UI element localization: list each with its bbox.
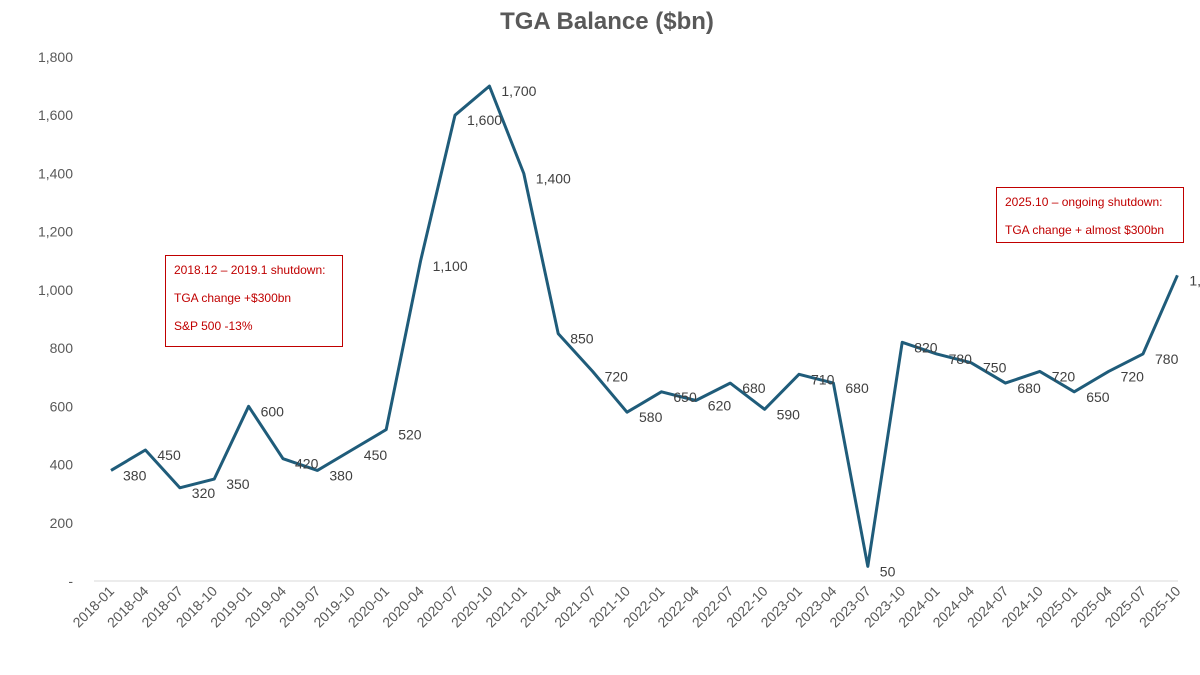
data-label: 680 xyxy=(742,380,766,396)
annotation-line: TGA change +$300bn xyxy=(174,291,292,305)
y-tick-label: 1,000 xyxy=(38,282,73,298)
data-label: 620 xyxy=(708,398,732,414)
y-axis-ticks: - 200 400 600 800 1,000 1,200 1,400 1,600 1,800 xyxy=(38,49,73,589)
data-label: 710 xyxy=(811,371,835,387)
annotation-2018-shutdown: 2018.12 – 2019.1 shutdown: TGA change +$… xyxy=(165,255,343,347)
data-label: 720 xyxy=(1052,368,1076,384)
data-label: 780 xyxy=(1155,351,1179,367)
annotation-line: 2025.10 – ongoing shutdown: xyxy=(1005,195,1163,209)
data-label: 1,100 xyxy=(433,258,468,274)
y-tick-label: 1,600 xyxy=(38,107,73,123)
data-label: 850 xyxy=(570,331,594,347)
data-label: 450 xyxy=(157,447,181,463)
y-tick-label: 200 xyxy=(50,515,74,531)
y-tick-label: 800 xyxy=(50,340,74,356)
data-label: 450 xyxy=(364,447,388,463)
data-label: 650 xyxy=(673,389,697,405)
y-tick-label: - xyxy=(68,573,73,589)
data-label: 820 xyxy=(914,339,938,355)
data-label: 590 xyxy=(777,406,801,422)
data-label: 680 xyxy=(1017,380,1041,396)
data-label: 600 xyxy=(261,403,285,419)
data-label: 1,600 xyxy=(467,112,502,128)
data-label: 750 xyxy=(983,360,1007,376)
tga-balance-line xyxy=(110,84,1179,568)
data-label: 1,050 xyxy=(1189,272,1200,288)
data-label: 680 xyxy=(845,380,869,396)
data-label: 350 xyxy=(226,476,250,492)
data-label: 1,400 xyxy=(536,170,571,186)
data-label: 780 xyxy=(949,351,973,367)
y-tick-label: 600 xyxy=(50,398,74,414)
y-tick-label: 1,200 xyxy=(38,224,73,240)
chart-title: TGA Balance ($bn) xyxy=(500,8,714,35)
y-tick-label: 1,800 xyxy=(38,49,73,65)
data-label: 720 xyxy=(605,368,629,384)
data-label: 580 xyxy=(639,409,663,425)
data-label: 380 xyxy=(123,467,147,483)
data-label: 720 xyxy=(1121,368,1145,384)
data-label: 520 xyxy=(398,427,422,443)
annotation-2025-shutdown: 2025.10 – ongoing shutdown: TGA change +… xyxy=(996,187,1184,243)
y-tick-label: 1,400 xyxy=(38,165,73,181)
x-axis-ticks: 2018-012018-042018-072018-102019-012019-… xyxy=(69,583,1183,631)
y-tick-label: 400 xyxy=(50,457,74,473)
data-label: 420 xyxy=(295,456,319,472)
data-label: 1,700 xyxy=(501,83,536,99)
data-labels: 380 450 320 350 600 420 380 450 520 1,100 1,600 1,7… xyxy=(123,83,1200,579)
annotation-line: TGA change + almost $300bn xyxy=(1005,223,1165,237)
data-label: 320 xyxy=(192,485,216,501)
data-label: 380 xyxy=(329,467,353,483)
data-label: 50 xyxy=(880,563,896,579)
data-label: 650 xyxy=(1086,389,1110,405)
annotation-line: S&P 500 -13% xyxy=(174,319,253,333)
annotation-line: 2018.12 – 2019.1 shutdown: xyxy=(174,263,326,277)
